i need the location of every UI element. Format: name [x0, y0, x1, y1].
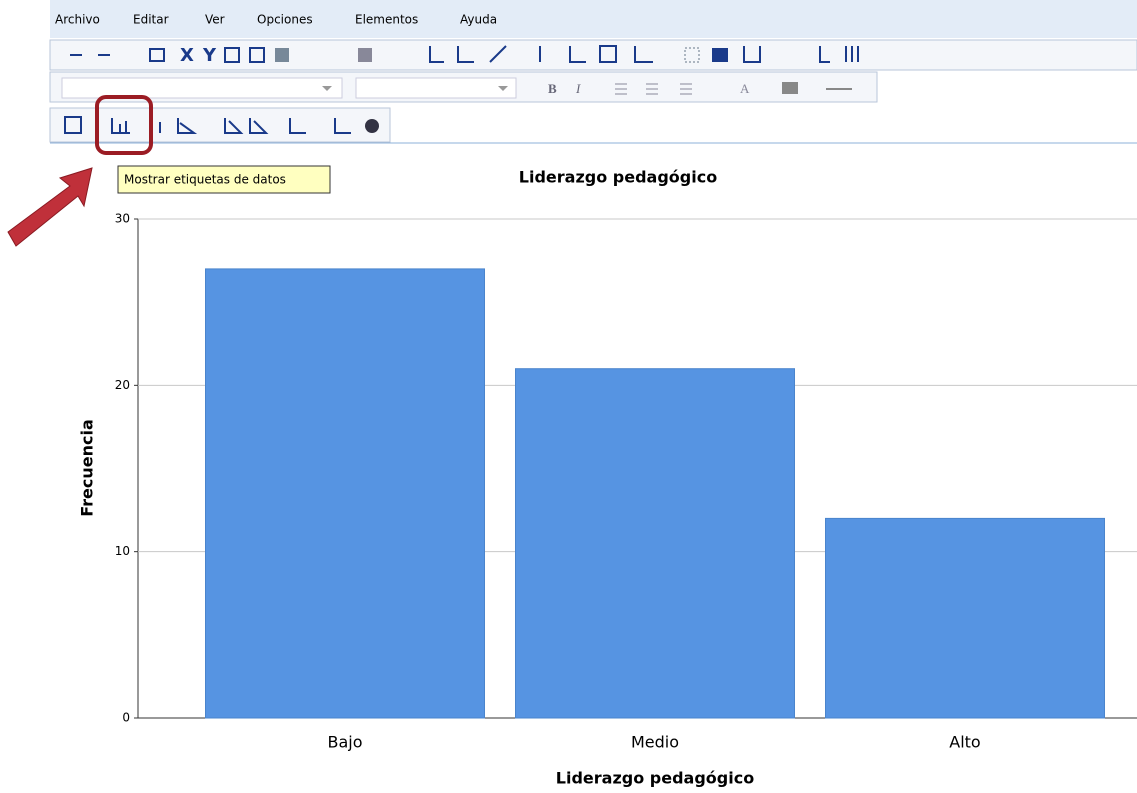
y-axis-label: Frecuencia: [78, 419, 97, 517]
y-tick-label: 10: [115, 544, 130, 558]
italic-button[interactable]: I: [575, 81, 581, 96]
menu-item[interactable]: Elementos: [355, 13, 418, 27]
y-tick-label: 20: [115, 378, 130, 392]
toolbar-row: [50, 108, 390, 142]
bar: [826, 518, 1105, 718]
svg-text:X: X: [180, 45, 194, 66]
svg-text:Y: Y: [202, 45, 217, 66]
x-tick-label: Medio: [631, 733, 679, 752]
x-tick-label: Bajo: [327, 733, 362, 752]
menu-item[interactable]: Archivo: [55, 13, 100, 27]
y-tick-label: 30: [115, 212, 130, 226]
x-tick-label: Alto: [949, 733, 980, 752]
menu-item[interactable]: Editar: [133, 13, 169, 27]
screen: Archivo Editar Ver Opciones Elementos Ayuda X…: [0, 0, 1137, 793]
bar: [206, 269, 485, 718]
menu-item[interactable]: Ayuda: [460, 13, 497, 27]
bold-button[interactable]: B: [548, 81, 557, 96]
red-arrow: [8, 168, 92, 246]
tooltip-text: Mostrar etiquetas de datos: [124, 173, 286, 187]
x-axis-label: Liderazgo pedagógico: [556, 769, 754, 788]
chart-title: Liderazgo pedagógico: [519, 168, 717, 187]
y-tick-label: 0: [122, 711, 130, 725]
font-color-button[interactable]: A: [740, 81, 750, 96]
menu-item[interactable]: Ver: [205, 13, 225, 27]
bar: [516, 369, 795, 718]
menu-item[interactable]: Opciones: [257, 13, 313, 27]
